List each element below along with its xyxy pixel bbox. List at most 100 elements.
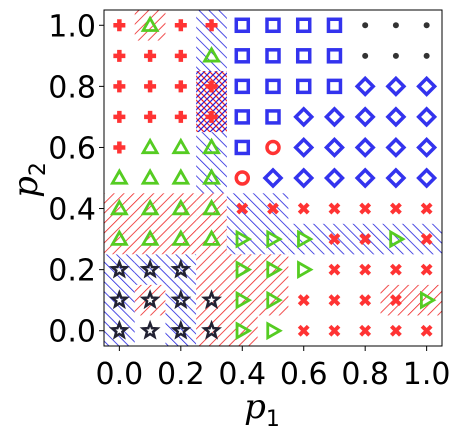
hatch-region-red bbox=[134, 10, 166, 41]
marker-diamond bbox=[262, 167, 284, 189]
marker-x bbox=[297, 324, 310, 337]
marker-trir bbox=[266, 321, 283, 341]
marker-plus bbox=[205, 19, 218, 32]
marker-x bbox=[297, 294, 310, 307]
marker-triu bbox=[202, 168, 221, 185]
marker-trir bbox=[235, 260, 253, 280]
marker-trir bbox=[297, 260, 314, 280]
marker-triu bbox=[140, 168, 160, 185]
marker-dot bbox=[423, 52, 430, 59]
marker-x bbox=[328, 263, 341, 276]
marker-diamond bbox=[385, 136, 407, 158]
x-tick-label: 0.4 bbox=[218, 357, 266, 392]
y-tick-label: 0.6 bbox=[48, 131, 96, 166]
marker-square bbox=[265, 48, 281, 64]
y-tick-label: 1.0 bbox=[48, 9, 96, 44]
marker-star bbox=[170, 258, 192, 279]
marker-x bbox=[267, 202, 279, 215]
marker-x bbox=[389, 202, 402, 215]
marker-diamond bbox=[323, 167, 345, 189]
marker-triu bbox=[202, 137, 221, 155]
marker-x bbox=[389, 263, 402, 276]
marker-dot bbox=[362, 52, 369, 59]
marker-trir bbox=[297, 229, 314, 249]
marker-plus bbox=[113, 141, 126, 154]
marker-x bbox=[359, 233, 372, 246]
marker-dot bbox=[392, 52, 399, 59]
x-axis-label-sub: 1 bbox=[266, 407, 280, 431]
marker-square bbox=[326, 17, 343, 34]
marker-square bbox=[326, 78, 343, 95]
marker-dot bbox=[362, 22, 369, 29]
y-tick-label: 0.2 bbox=[48, 254, 96, 289]
marker-plus bbox=[174, 49, 187, 62]
marker-trir bbox=[266, 229, 283, 249]
marker-star bbox=[139, 319, 161, 340]
x-tick-label: 0.8 bbox=[341, 357, 389, 392]
marker-square bbox=[265, 17, 281, 34]
x-axis-label-main: p bbox=[244, 387, 266, 427]
y-axis-label-sub: 2 bbox=[26, 162, 51, 176]
x-axis: 0.0 0.2 0.4 0.6 0.8 1.0 bbox=[96, 346, 451, 392]
marker-x bbox=[420, 233, 433, 246]
marker-star bbox=[139, 258, 161, 279]
marker-x bbox=[359, 263, 372, 276]
plot-frame bbox=[103, 9, 443, 347]
hatch-region-purple bbox=[196, 71, 227, 133]
marker-trir bbox=[235, 290, 253, 310]
marker-square bbox=[295, 78, 312, 95]
marker-trir bbox=[389, 229, 406, 249]
marker-square bbox=[234, 48, 251, 64]
marker-trir bbox=[235, 229, 253, 249]
marker-star bbox=[108, 319, 130, 340]
marker-plus bbox=[144, 80, 157, 93]
marker-diamond bbox=[323, 136, 345, 158]
marker-triu bbox=[109, 229, 129, 246]
x-axis-label: p1 bbox=[244, 387, 280, 431]
x-tick-label: 1.0 bbox=[403, 357, 451, 392]
marker-triu bbox=[140, 198, 160, 216]
marker-diamond bbox=[354, 106, 376, 128]
x-tick-label: 0.2 bbox=[157, 357, 205, 392]
marker-triu bbox=[171, 229, 191, 246]
marker-diamond bbox=[354, 75, 376, 97]
marker-star bbox=[108, 289, 130, 310]
marker-plus bbox=[113, 110, 126, 123]
hatch-region-blue bbox=[104, 254, 135, 346]
y-tick-label: 0.4 bbox=[48, 193, 96, 228]
marker-triu bbox=[140, 137, 160, 155]
marker-plus bbox=[205, 80, 218, 93]
marker-star bbox=[170, 319, 192, 340]
y-axis: 0.0 0.2 0.4 0.6 0.8 1.0 bbox=[48, 9, 104, 350]
marker-triu bbox=[202, 198, 221, 216]
marker-circle bbox=[234, 170, 251, 186]
marker-diamond bbox=[323, 106, 345, 128]
marker-diamond bbox=[354, 136, 376, 158]
marker-triu bbox=[109, 198, 129, 216]
marker-x bbox=[236, 202, 249, 215]
marker-dot bbox=[423, 22, 430, 29]
marker-triu bbox=[202, 45, 221, 63]
marker-x bbox=[328, 294, 341, 307]
marker-trir bbox=[266, 290, 283, 310]
marker-diamond bbox=[293, 167, 315, 189]
marker-x bbox=[389, 324, 402, 337]
y-axis-label: p2 bbox=[6, 162, 51, 198]
marker-diamond bbox=[416, 75, 438, 97]
marker-square bbox=[265, 109, 281, 125]
marker-x bbox=[328, 324, 341, 337]
marker-triu bbox=[140, 229, 160, 246]
marker-diamond bbox=[385, 167, 407, 189]
y-tick-label: 0.0 bbox=[48, 315, 96, 350]
marker-dot bbox=[392, 22, 399, 29]
marker-x bbox=[420, 202, 433, 215]
y-axis-label-main: p bbox=[6, 176, 46, 198]
marker-trir bbox=[419, 290, 437, 310]
marker-square bbox=[265, 78, 281, 95]
marker-diamond bbox=[385, 106, 407, 128]
marker-x bbox=[389, 294, 402, 307]
marker-plus bbox=[174, 80, 187, 93]
marker-square bbox=[234, 109, 251, 125]
